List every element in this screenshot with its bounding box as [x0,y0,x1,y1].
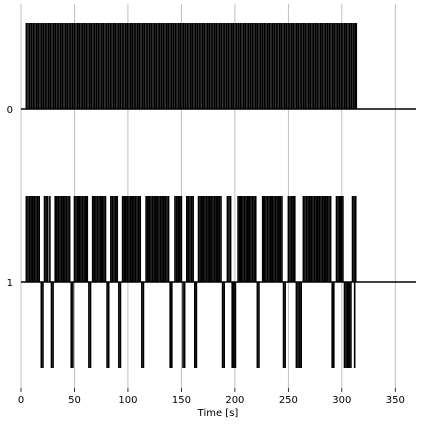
y-axis: 01 [7,105,13,289]
x-axis-label: Time [s] [197,408,239,419]
x-tick-label: 50 [68,395,81,406]
x-tick-label: 200 [225,395,244,406]
x-tick-label: 300 [332,395,351,406]
x-tick-label: 0 [18,395,24,406]
x-tick-label: 150 [172,395,191,406]
x-tick-label: 350 [386,395,405,406]
row-baselines [21,108,416,283]
x-tick-label: 250 [279,395,298,406]
y-tick-label: 0 [7,105,13,116]
y-tick-label: 1 [7,278,13,289]
x-axis: 0 50 100 150 200 250 300 350 [18,388,405,406]
x-tick-label: 100 [118,395,137,406]
spike-marks [25,23,358,368]
